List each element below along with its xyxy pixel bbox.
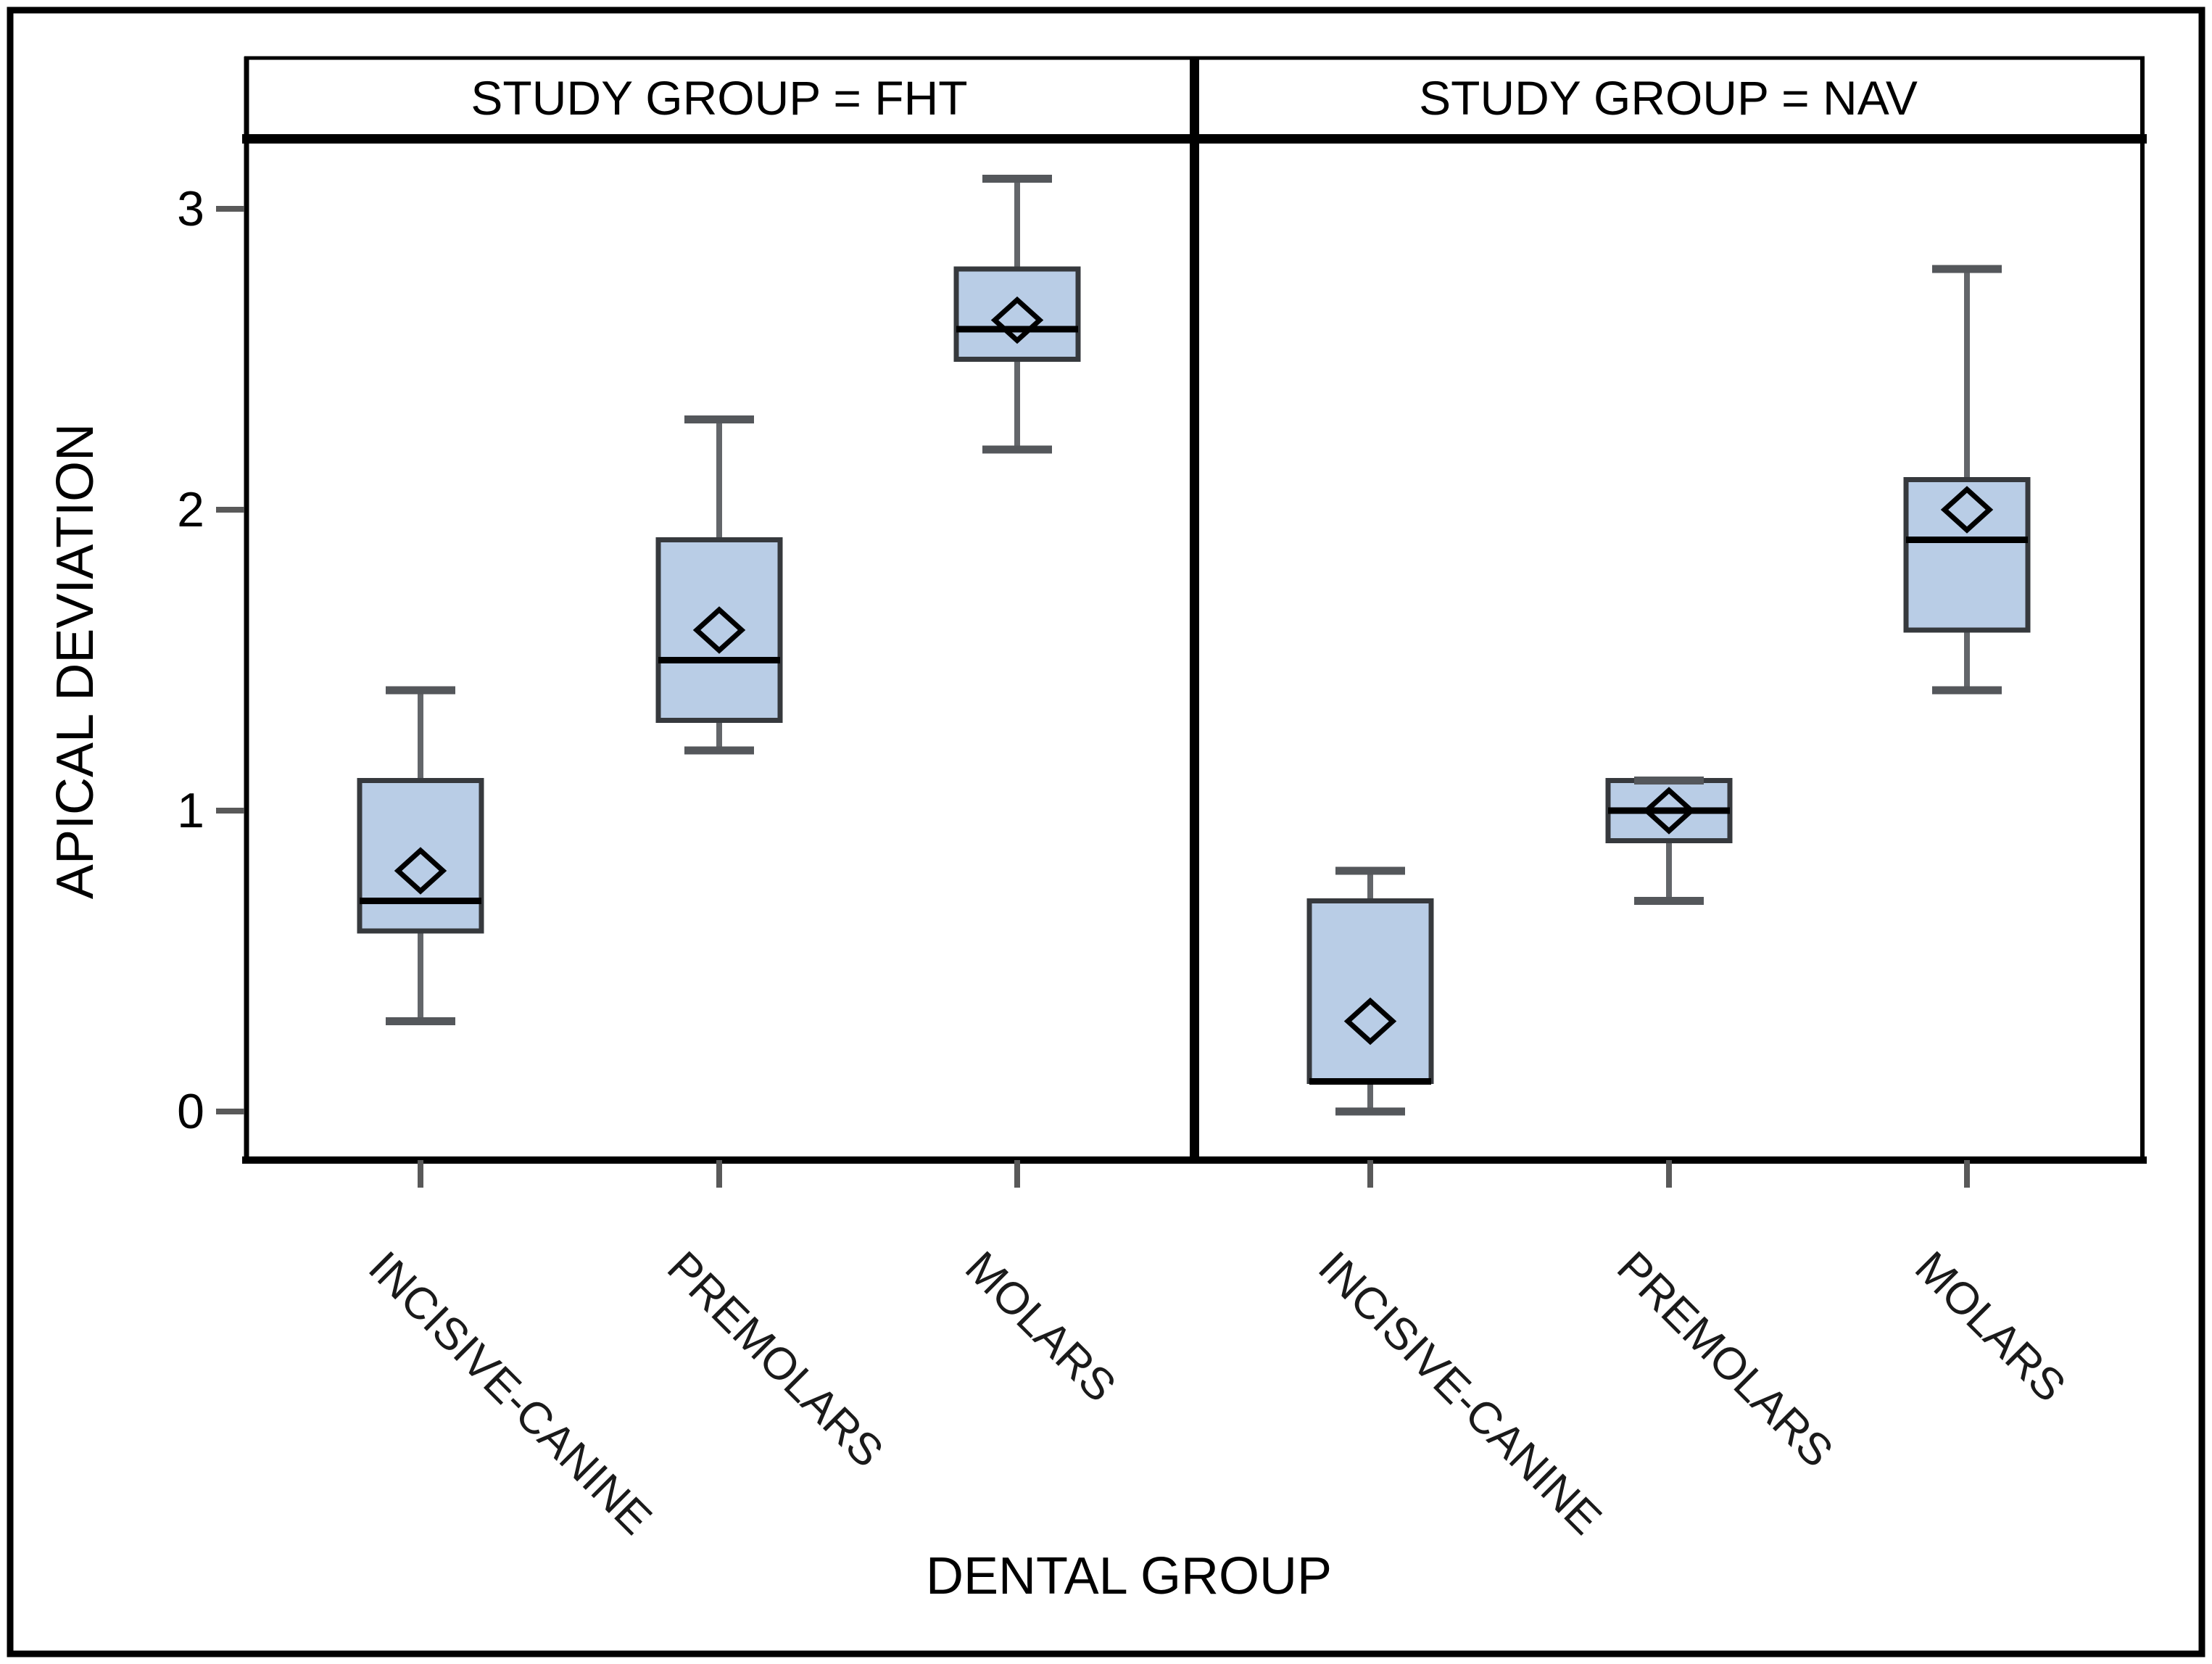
x-axis-line	[242, 1156, 2147, 1164]
panel-header-fht: STUDY GROUP = FHT	[471, 71, 967, 125]
box-fht-incisive-canine	[357, 778, 484, 934]
y-tick-label-1: 1	[177, 783, 204, 838]
x-tick-label-fht-incisive-canine: INCISIVE-CANINE	[359, 1242, 661, 1544]
y-axis-title: APICAL DEVIATION	[46, 423, 104, 899]
figure-border	[7, 7, 2205, 1657]
panel-header-nav: STUDY GROUP = NAV	[1419, 71, 1918, 125]
mean-diamond-fht-molars	[990, 296, 1044, 344]
mean-diamond-fht-incisive-canine	[394, 847, 447, 895]
box-fht-molars	[953, 266, 1081, 362]
mean-diamond-nav-premolars	[1642, 787, 1696, 835]
x-axis-title: DENTAL GROUP	[926, 1547, 1332, 1605]
x-tick-label-nav-premolars: PREMOLARS	[1607, 1242, 1842, 1477]
mean-diamond-fht-premolars	[692, 606, 746, 654]
x-tick-label-fht-molars: MOLARS	[956, 1242, 1125, 1412]
box-fht-premolars	[655, 537, 783, 723]
box-nav-incisive-canine	[1306, 898, 1434, 1084]
y-tick-label-3: 3	[177, 181, 204, 236]
panel-divider	[1190, 57, 1199, 1160]
mean-diamond-nav-molars	[1940, 486, 1994, 534]
mean-diamond-nav-incisive-canine	[1343, 997, 1397, 1046]
x-tick-label-nav-incisive-canine: INCISIVE-CANINE	[1309, 1242, 1611, 1544]
y-tick-label-0: 0	[177, 1084, 204, 1139]
y-tick-label-2: 2	[177, 482, 204, 537]
x-tick-label-fht-premolars: PREMOLARS	[658, 1242, 892, 1477]
box-nav-molars	[1903, 477, 2031, 633]
x-tick-label-nav-molars: MOLARS	[1905, 1242, 2075, 1412]
